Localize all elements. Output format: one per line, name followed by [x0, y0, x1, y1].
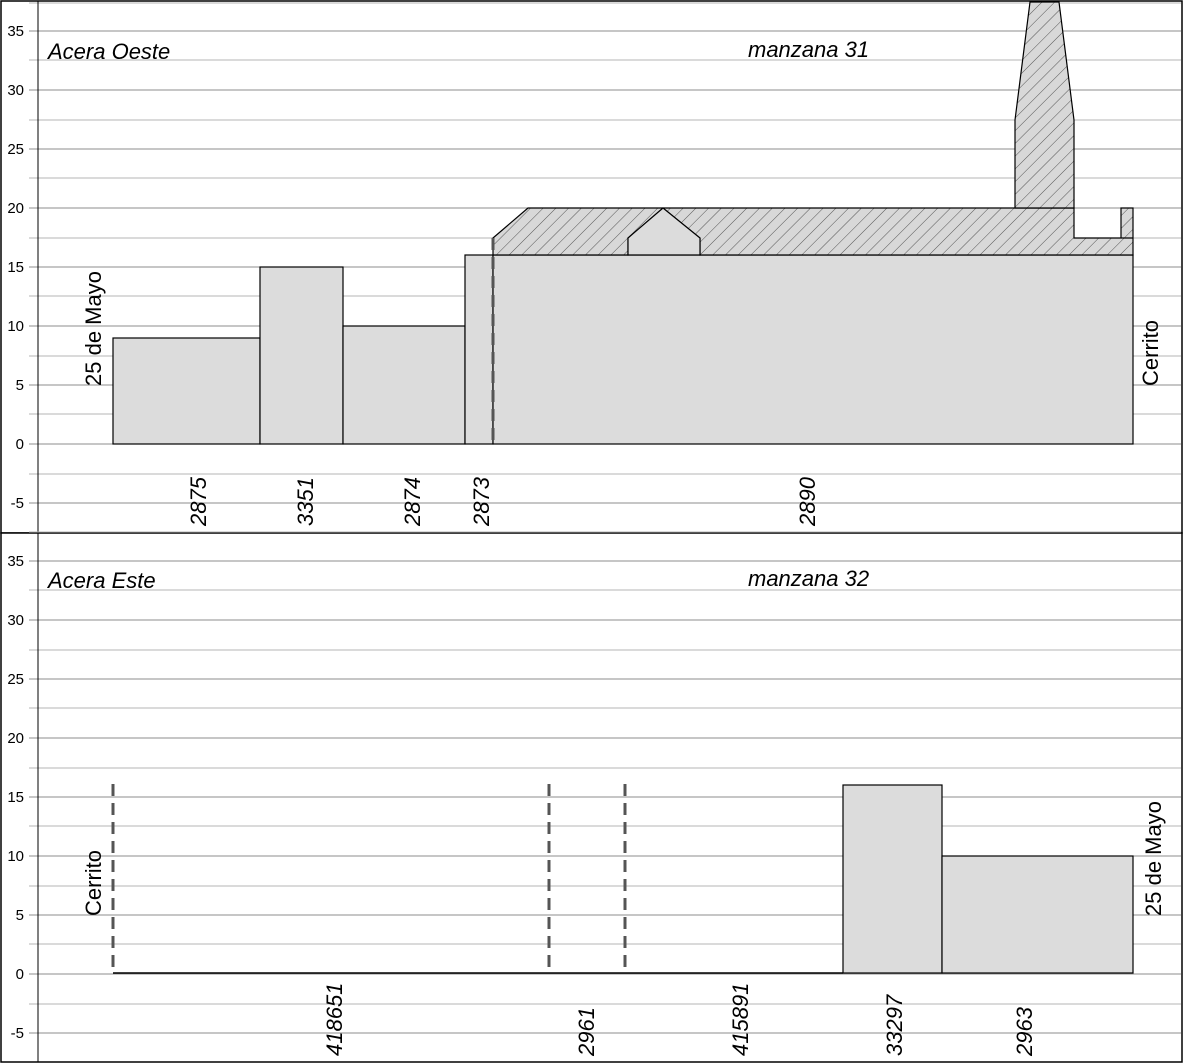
y-tick-label: 20	[7, 200, 24, 217]
lot-number: 415891	[728, 983, 753, 1056]
building-3351	[259, 266, 344, 445]
lot-numbers: 2875 3351 2874 2873 2890	[186, 476, 820, 527]
y-tick-label: 35	[7, 23, 24, 40]
lot-number: 3351	[293, 477, 318, 526]
y-tick-label: 15	[7, 259, 24, 276]
building-2873	[464, 254, 494, 445]
y-tick-label: 30	[7, 82, 24, 99]
y-tick-label: 0	[16, 436, 24, 453]
side-label: Acera Este	[46, 568, 156, 593]
y-tick-label: 15	[7, 789, 24, 806]
lot-number: 2961	[574, 1007, 599, 1057]
y-tick-label: -5	[11, 495, 24, 512]
y-tick-label: 20	[7, 730, 24, 747]
lot-number: 2890	[795, 476, 820, 527]
building-2963	[941, 855, 1134, 974]
y-tick-label: 10	[7, 848, 24, 865]
lot-number: 2875	[186, 476, 211, 527]
block-label: manzana 32	[748, 566, 869, 591]
y-tick-labels: 35 30 25 20 15 10 5 0 -5	[7, 553, 24, 1042]
upper-floor-hatched	[492, 207, 1134, 256]
side-label: Acera Oeste	[46, 39, 170, 64]
y-tick-label: 0	[16, 966, 24, 983]
lot-number: 33297	[882, 994, 907, 1056]
right-street-label: 25 de Mayo	[1141, 801, 1166, 916]
building-2890	[492, 254, 1134, 445]
block-label: manzana 31	[748, 37, 869, 62]
building-2875	[112, 337, 261, 445]
y-tick-label: 30	[7, 612, 24, 629]
y-tick-label: 5	[16, 907, 24, 924]
lot-number: 2873	[469, 476, 494, 527]
lot-number: 2963	[1012, 1006, 1037, 1057]
panel-acera-este: 35 30 25 20 15 10 5 0 -5 Acera Este manz…	[0, 531, 1183, 1063]
y-tick-label: -5	[11, 1025, 24, 1042]
grid	[29, 531, 1181, 1034]
lot-numbers: 418651 2961 415891 33297 2963	[322, 983, 1037, 1057]
y-tick-label: 25	[7, 671, 24, 688]
buildings	[112, 1, 1134, 445]
lot-number: 2874	[400, 477, 425, 527]
gable-roof	[627, 207, 701, 256]
y-tick-label: 35	[7, 553, 24, 570]
y-tick-label: 10	[7, 318, 24, 335]
y-tick-label: 5	[16, 377, 24, 394]
left-street-label: Cerrito	[81, 850, 106, 916]
building-33297	[842, 784, 943, 974]
right-street-label: Cerrito	[1138, 320, 1163, 386]
building-2874	[342, 325, 466, 445]
tower-hatched	[1014, 1, 1075, 209]
left-street-label: 25 de Mayo	[81, 271, 106, 386]
y-tick-labels: 35 30 25 20 15 10 5 0 -5	[7, 23, 24, 512]
lot-number: 418651	[322, 983, 347, 1056]
buildings	[111, 784, 1134, 974]
panel-acera-oeste: 35 30 25 20 15 10 5 0 -5 Acera Oeste man	[0, 0, 1183, 534]
y-tick-label: 25	[7, 141, 24, 158]
